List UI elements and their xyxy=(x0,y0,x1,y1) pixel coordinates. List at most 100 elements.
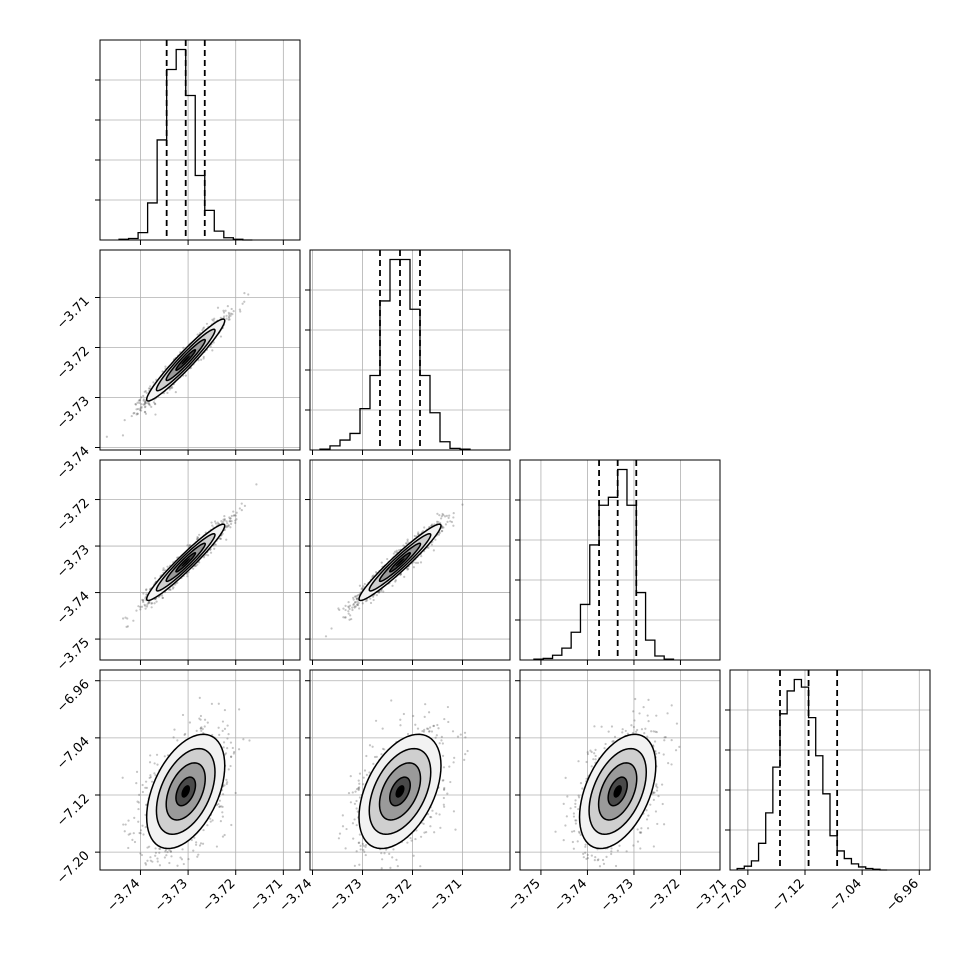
scatter-point xyxy=(222,520,225,524)
scatter-point xyxy=(152,381,155,384)
scatter-point xyxy=(214,543,217,546)
density-fill xyxy=(181,785,191,798)
scatter-point xyxy=(150,606,153,609)
scatter-point xyxy=(201,329,204,332)
scatter-point xyxy=(442,526,445,529)
scatter-point xyxy=(632,725,635,729)
scatter-point xyxy=(419,561,423,564)
scatter-point xyxy=(324,635,328,638)
scatter-point xyxy=(438,514,441,517)
scatter-point xyxy=(149,859,152,862)
scatter-point xyxy=(136,800,139,803)
scatter-point xyxy=(203,725,206,728)
scatter-point xyxy=(230,307,233,311)
scatter-point xyxy=(176,739,179,742)
scatter-point xyxy=(444,523,448,526)
scatter-point xyxy=(168,872,170,874)
scatter-point xyxy=(337,837,341,840)
scatter-point xyxy=(135,770,139,774)
scatter-point xyxy=(137,801,140,804)
scatter-point xyxy=(586,853,589,857)
contour-line xyxy=(358,733,442,850)
y-tick-label-p2: −3.74 xyxy=(54,444,93,483)
scatter-point xyxy=(430,524,433,527)
scatter-point xyxy=(154,847,157,850)
scatter-point xyxy=(571,840,574,844)
scatter-point xyxy=(414,837,417,841)
scatter-point xyxy=(176,556,179,559)
scatter-point xyxy=(399,718,402,721)
scatter-point xyxy=(205,553,208,556)
scatter-point xyxy=(572,815,576,818)
scatter-point xyxy=(427,730,431,733)
scatter-point xyxy=(429,825,432,828)
scatter-point xyxy=(352,602,355,606)
scatter-point xyxy=(656,822,659,826)
scatter-point xyxy=(429,815,432,819)
scatter-point xyxy=(217,702,220,705)
scatter-point xyxy=(357,787,360,790)
scatter-point xyxy=(380,753,383,756)
scatter-point xyxy=(144,389,147,393)
scatter-point xyxy=(406,841,409,844)
scatter-point xyxy=(639,831,642,834)
scatter-point xyxy=(662,823,666,826)
scatter-point xyxy=(219,316,222,319)
scatter-point xyxy=(363,582,366,586)
scatter-point xyxy=(362,783,365,786)
scatter-point xyxy=(133,816,136,820)
scatter-point xyxy=(219,537,222,540)
x-tick-label-p2: −3.72 xyxy=(377,876,416,915)
scatter-point xyxy=(149,385,152,388)
scatter-point xyxy=(133,840,137,844)
scatter-point xyxy=(447,720,450,724)
scatter-point xyxy=(417,531,420,534)
scatter-point xyxy=(342,616,345,619)
scatter-point xyxy=(442,796,445,800)
scatter-point xyxy=(355,807,358,810)
scatter-point xyxy=(357,601,360,605)
scatter-point xyxy=(375,571,378,574)
scatter-point xyxy=(365,773,368,777)
scatter-point xyxy=(149,776,152,779)
frame-p4 xyxy=(729,669,931,871)
scatter-point xyxy=(356,810,359,813)
scatter-point xyxy=(573,830,576,833)
scatter-point xyxy=(154,577,157,580)
scatter-point xyxy=(352,596,355,599)
scatter-point xyxy=(657,795,660,798)
scatter-point xyxy=(237,748,241,751)
scatter-point xyxy=(140,605,144,608)
y-tick-label-p3: −3.74 xyxy=(54,589,93,628)
scatter-point xyxy=(354,790,357,793)
scatter-point xyxy=(146,859,149,862)
scatter-point xyxy=(577,807,580,811)
scatter-point xyxy=(404,542,408,545)
x-tick-label-p1: −3.74 xyxy=(105,876,144,915)
scatter-point xyxy=(453,756,456,759)
scatter-point xyxy=(642,706,645,709)
scatter-point xyxy=(441,512,444,516)
scatter-panel-p2-p4: −3.74 −3.73 −3.72 −3.71 xyxy=(277,669,511,915)
scatter-point xyxy=(616,849,619,852)
scatter-point xyxy=(441,779,444,782)
scatter-point xyxy=(572,847,575,850)
scatter-point xyxy=(145,588,148,592)
scatter-point xyxy=(229,526,232,529)
scatter-point xyxy=(142,403,145,406)
contour-line xyxy=(368,532,432,592)
scatter-point xyxy=(144,607,147,610)
scatter-point xyxy=(350,617,353,621)
scatter-point xyxy=(169,387,173,390)
contour-line xyxy=(358,523,442,602)
scatter-point xyxy=(158,851,161,854)
x-tick-label-p2: −3.74 xyxy=(277,876,316,915)
scatter-point xyxy=(138,408,142,412)
scatter-point xyxy=(638,831,641,834)
scatter-point xyxy=(144,401,147,405)
scatter-point xyxy=(646,827,650,830)
scatter-point xyxy=(209,820,212,823)
scatter-point xyxy=(243,292,246,295)
scatter-point xyxy=(347,791,351,795)
scatter-point xyxy=(670,763,673,766)
